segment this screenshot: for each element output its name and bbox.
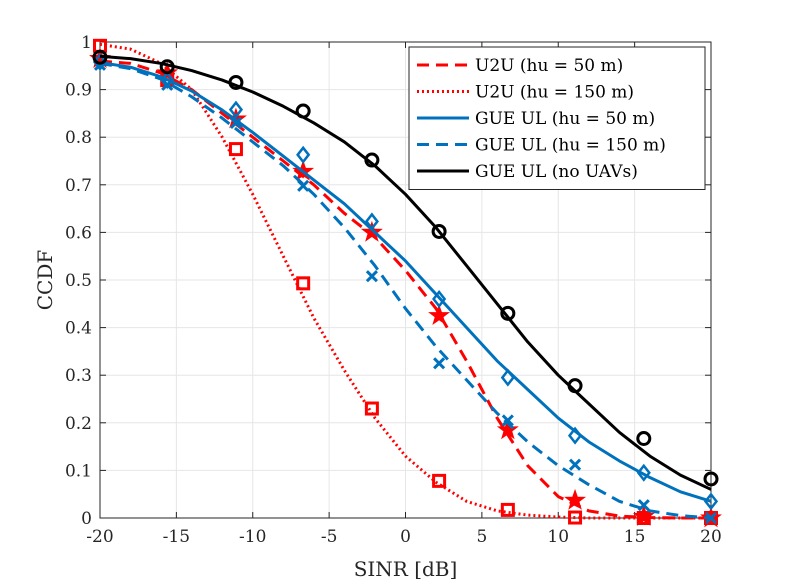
series-2-marker (568, 510, 583, 525)
series-3-marker (567, 426, 583, 445)
series-4-marker (433, 357, 446, 370)
series-4-marker (501, 414, 514, 427)
series-5-marker (636, 431, 652, 447)
series-1-marker (564, 488, 587, 510)
y-tick-label: 0.6 (65, 223, 92, 243)
series-3-marker (432, 290, 447, 309)
legend-entry-5: GUE UL (no UAVs) (475, 162, 638, 182)
y-tick-label: 0.8 (65, 128, 92, 148)
series-4-marker (568, 458, 582, 471)
series-4-marker (637, 499, 650, 512)
y-tick-label: 0.4 (65, 319, 92, 339)
y-tick-label: 0 (81, 509, 92, 529)
x-tick-label: 20 (700, 527, 722, 547)
series-2-marker (636, 511, 651, 525)
series-2-marker (296, 276, 311, 291)
y-tick-label: 0.7 (65, 176, 92, 196)
series-3-marker (296, 145, 311, 164)
series-4-marker (161, 78, 174, 91)
series-5-marker (567, 378, 583, 394)
series-3-line (99, 60, 712, 503)
series-2-marker (500, 502, 515, 517)
series-4-marker (704, 511, 718, 525)
series-2-marker (228, 142, 243, 157)
series-1-marker (632, 505, 655, 526)
axis-ticks: -20 -15 -10 -5 0 5 10 15 20 0 0.1 0.2 0.3 0.4 0.5 0.6 0.… (65, 33, 722, 547)
series-4-line (99, 61, 712, 520)
series-4-marker (229, 116, 243, 129)
x-tick-label: 0 (400, 527, 411, 547)
series-5 (92, 49, 719, 491)
series-5-marker (228, 74, 244, 90)
series-4-marker (297, 179, 310, 192)
series-3-marker (228, 100, 244, 119)
y-tick-label: 0.9 (65, 81, 92, 101)
x-tick-label: -10 (239, 527, 266, 547)
x-axis-label: SINR [dB] (354, 557, 458, 581)
series-5-marker (364, 152, 380, 168)
series-5-marker (703, 471, 719, 487)
series-5-marker (431, 223, 447, 239)
y-tick-label: 0.2 (65, 414, 92, 434)
y-tick-label: 0.5 (65, 271, 92, 291)
legend-box (408, 46, 706, 190)
series-5-marker (295, 103, 311, 119)
series-3-marker (500, 368, 515, 387)
series-1-marker (496, 418, 519, 440)
legend-entry-3: GUE UL (hu = 50 m) (475, 109, 655, 129)
series-2-line (99, 42, 711, 520)
series-2-marker (432, 473, 447, 488)
x-tick-label: -20 (86, 527, 113, 547)
y-tick-label: 0.3 (65, 366, 92, 386)
x-tick-label: -15 (163, 527, 190, 547)
x-tick-label: 15 (624, 527, 646, 547)
data-series (89, 38, 722, 528)
series-1-marker (428, 304, 451, 326)
series-5-marker (159, 59, 175, 75)
series-3-marker (160, 71, 175, 90)
legend-entry-1: U2U (hu = 50 m) (475, 56, 623, 76)
series-4-marker (365, 270, 378, 283)
series-3-marker (703, 492, 719, 511)
legend-entry-2: U2U (hu = 150 m) (475, 83, 634, 103)
series-3-marker (636, 463, 651, 482)
x-tick-label: -5 (321, 527, 338, 547)
y-tick-label: 1 (81, 33, 92, 53)
series-5-marker (500, 305, 516, 321)
x-tick-label: 10 (547, 527, 569, 547)
series-3-marker (364, 212, 379, 231)
series-5-marker (92, 49, 108, 65)
series-5-line (99, 54, 712, 491)
y-axis-label: CCDF (33, 250, 57, 311)
legend: U2U (hu = 50 m) U2U (hu = 150 m) GUE UL (h… (408, 46, 706, 190)
x-tick-label: 5 (476, 527, 487, 547)
series-2-marker (364, 401, 379, 416)
legend-entry-4: GUE UL (hu = 150 m) (475, 136, 666, 156)
y-tick-label: 0.1 (65, 461, 92, 481)
series-1-line (99, 59, 711, 520)
